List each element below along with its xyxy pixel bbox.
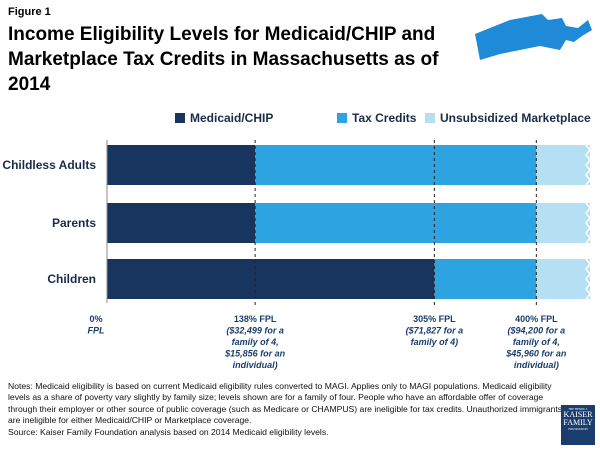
- reference-label: $45,960 for an: [505, 349, 567, 359]
- logo-line: FOUNDATION: [568, 427, 588, 431]
- legend-swatch: [175, 113, 185, 123]
- bar-segment-unsubsidized-marketplace: [536, 203, 590, 243]
- legend-label: Medicaid/CHIP: [190, 111, 273, 125]
- category-label: Parents: [52, 216, 96, 230]
- reference-label: family of 4,: [513, 337, 560, 347]
- logo-line: FAMILY: [563, 418, 593, 427]
- bar-segment-tax-credits: [255, 145, 537, 185]
- notes-block: Notes: Medicaid eligibility is based on …: [8, 381, 568, 438]
- reference-label: 305% FPL: [413, 314, 456, 324]
- chart: Medicaid/CHIP Tax Credits Unsubsidized Mar…: [2, 111, 591, 370]
- bar-break-marker: [585, 258, 591, 300]
- bar-segment-unsubsidized-marketplace: [536, 259, 590, 299]
- reference-label: $15,856 for an: [224, 349, 286, 359]
- reference-label: 400% FPL: [515, 314, 558, 324]
- category-label: Childless Adults: [2, 158, 96, 172]
- reference-label: 138% FPL: [234, 314, 277, 324]
- reference-label: 0%: [89, 314, 102, 324]
- bar-segment-medicaid-chip: [107, 145, 256, 185]
- reference-label: FPL: [88, 326, 105, 336]
- bar-segment-medicaid-chip: [107, 203, 256, 243]
- reference-label: individual): [514, 360, 559, 370]
- reference-label: family of 4): [411, 337, 459, 347]
- bar-break-marker: [585, 144, 591, 186]
- legend-label: Unsubsidized Marketplace: [440, 111, 591, 125]
- reference-label: family of 4,: [232, 337, 279, 347]
- logo-line: KAISER: [563, 410, 593, 419]
- bar-break-marker: [585, 202, 591, 244]
- bar-segment-tax-credits: [255, 203, 537, 243]
- reference-label: ($32,499 for a: [226, 326, 284, 336]
- massachusetts-map-icon: [475, 14, 592, 60]
- figure-label: Figure 1: [8, 6, 51, 18]
- notes-text: Notes: Medicaid eligibility is based on …: [8, 381, 563, 426]
- reference-label: ($94,200 for a: [508, 326, 566, 336]
- source-text: Source: Kaiser Family Foundation analysi…: [8, 426, 329, 437]
- reference-label: individual): [233, 360, 278, 370]
- bar-segment-unsubsidized-marketplace: [536, 145, 590, 185]
- bar-segment-tax-credits: [434, 259, 537, 299]
- category-label: Children: [47, 272, 96, 286]
- legend-label: Tax Credits: [352, 111, 417, 125]
- bar-segment-medicaid-chip: [107, 259, 435, 299]
- kff-logo: THE HENRY J. KAISER FAMILY FOUNDATION: [561, 405, 595, 445]
- reference-label: ($71,827 for a: [406, 326, 464, 336]
- logo-line: THE HENRY J.: [568, 407, 588, 411]
- chart-title: Income Eligibility Levels for Medicaid/C…: [8, 24, 439, 95]
- legend-swatch: [337, 113, 347, 123]
- legend-swatch: [425, 113, 435, 123]
